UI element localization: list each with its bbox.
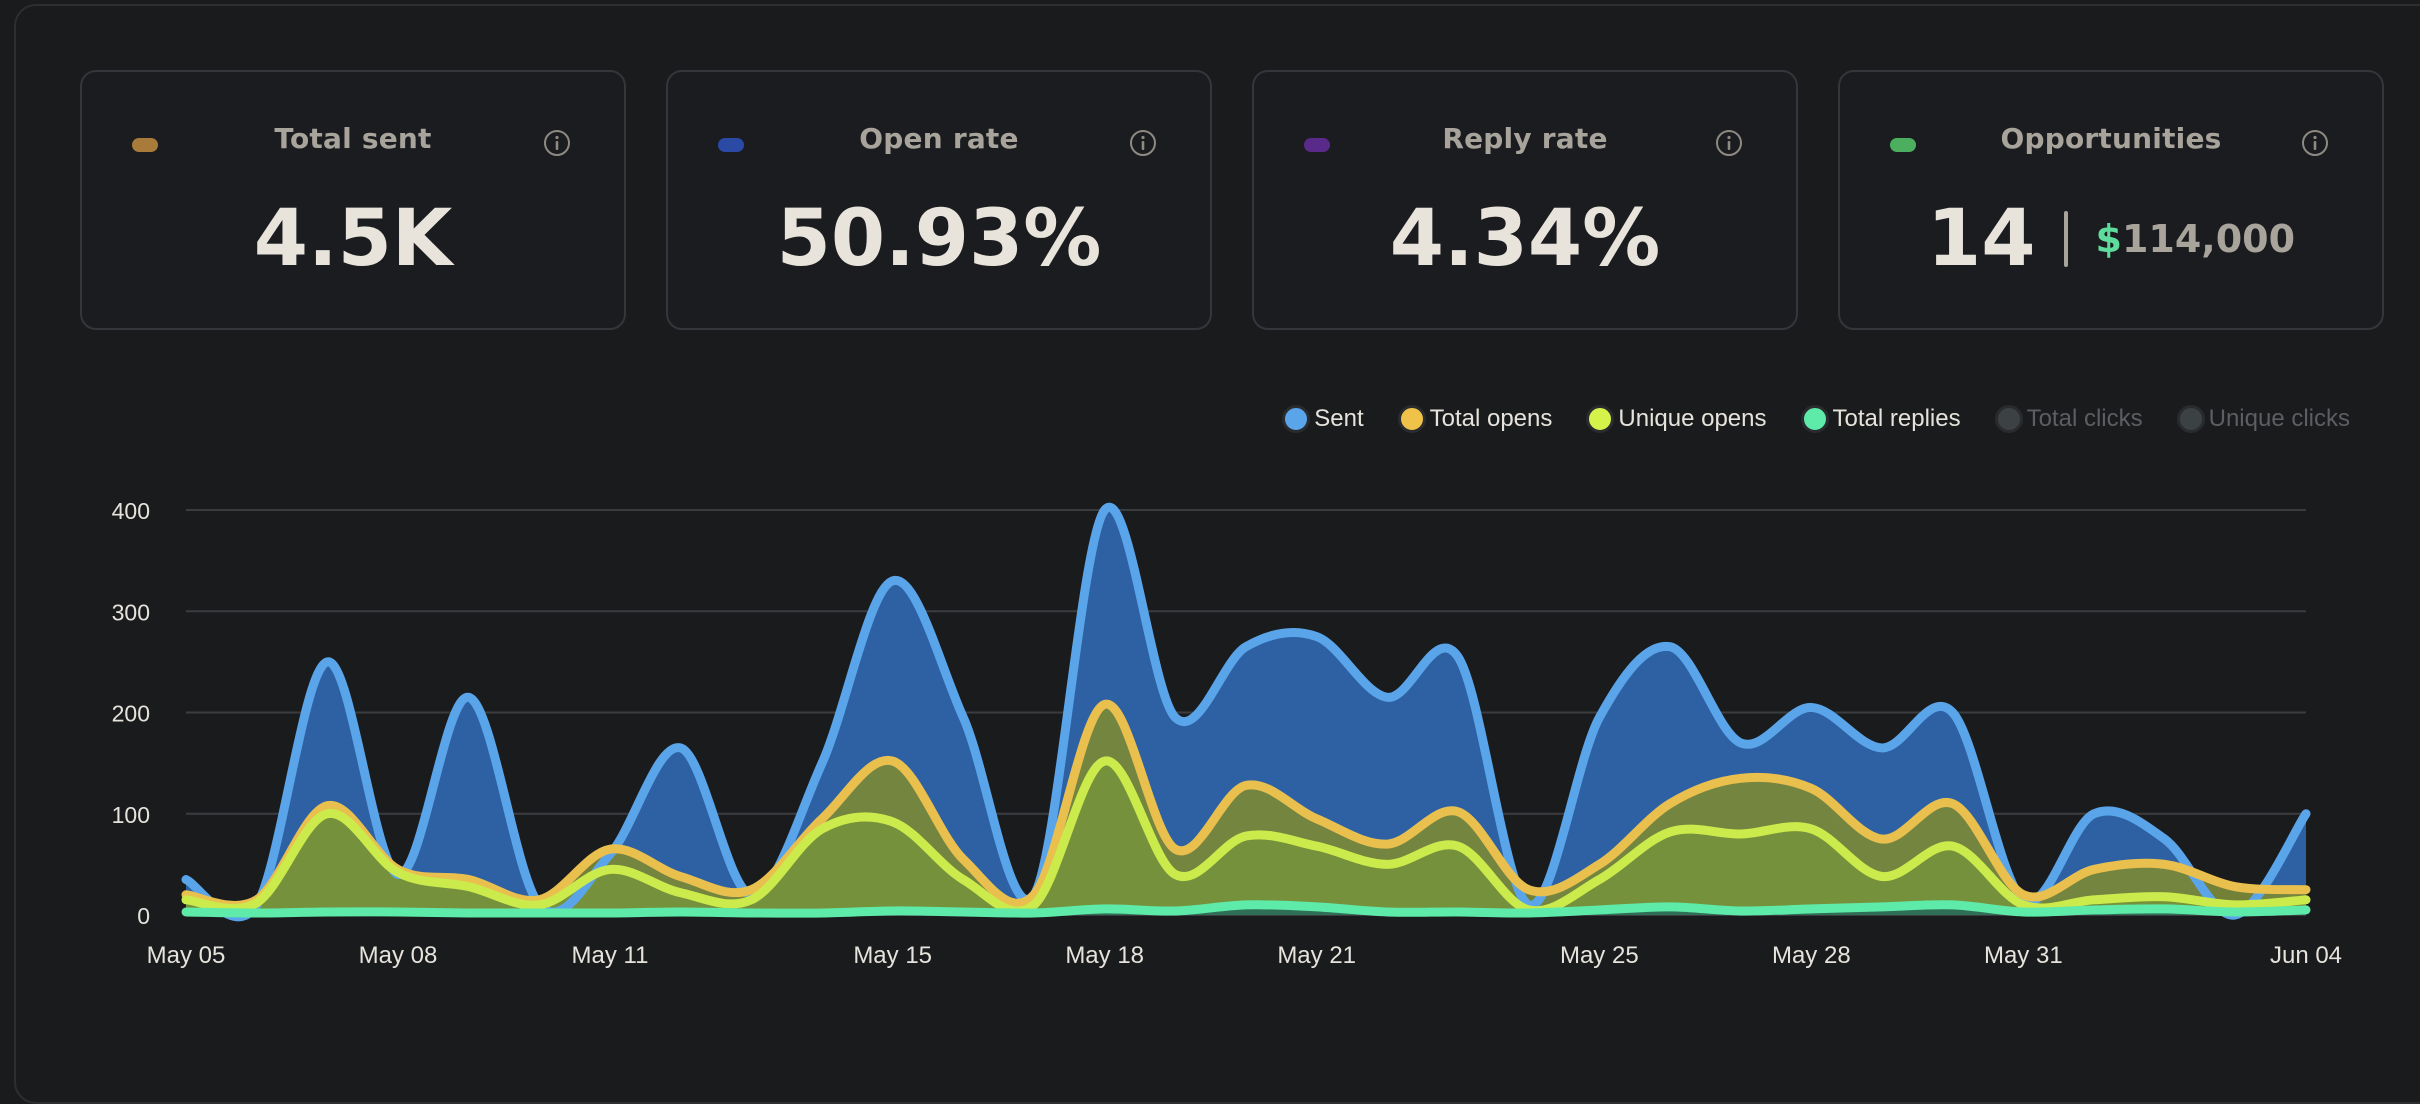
open-rate-color-dot — [718, 138, 744, 152]
info-icon[interactable] — [2300, 128, 2330, 158]
x-tick-label: May 05 — [147, 942, 226, 969]
value-divider — [2063, 211, 2068, 267]
series-line-unique-opens — [181, 756, 2311, 916]
legend-item-total-replies[interactable]: Total replies — [1800, 405, 1961, 433]
legend-label: Sent — [1314, 405, 1364, 432]
legend-item-unique-clicks[interactable]: Unique clicks — [2176, 405, 2350, 433]
opportunities-count: 14 — [1926, 194, 2036, 284]
currency-symbol: $ — [2095, 217, 2122, 261]
legend-item-sent[interactable]: Sent — [1282, 405, 1364, 433]
legend-label: Total opens — [1429, 405, 1553, 432]
y-tick-label: 0 — [137, 903, 150, 929]
legend-swatch — [1586, 405, 1615, 433]
opportunities-title: Opportunities — [2000, 122, 2222, 155]
legend-label: Total clicks — [2026, 405, 2143, 432]
info-icon[interactable] — [542, 128, 572, 158]
reply-rate-title: Reply rate — [1442, 122, 1608, 155]
x-tick-label: May 15 — [853, 942, 932, 969]
info-icon[interactable] — [1128, 128, 1158, 158]
reply-rate-value: 4.34% — [1389, 194, 1661, 284]
opportunities-amount: $114,000 — [2096, 217, 2296, 261]
x-tick-label: May 11 — [572, 942, 649, 969]
y-tick-label: 400 — [112, 498, 150, 524]
total-sent-title: Total sent — [274, 122, 432, 155]
y-tick-label: 200 — [112, 701, 150, 727]
info-icon[interactable] — [1714, 128, 1744, 158]
legend-swatch — [2176, 405, 2205, 433]
stat-card-total-sent: Total sent 4.5K — [80, 70, 626, 330]
x-tick-label: May 21 — [1277, 942, 1356, 969]
legend-item-total-opens[interactable]: Total opens — [1397, 405, 1553, 433]
legend-label: Total replies — [1832, 405, 1961, 432]
opportunities-color-dot — [1890, 138, 1916, 152]
reply-rate-color-dot — [1304, 138, 1330, 152]
legend-label: Unique clicks — [2208, 405, 2350, 432]
stat-card-open-rate: Open rate 50.93% — [666, 70, 1212, 330]
area-chart: 0 100 200 300 400 May 05 May 08 May 11 May 15 May… — [112, 498, 2342, 969]
x-tick-label: May 28 — [1772, 942, 1851, 969]
chart-legend: Sent Total opens Unique opens Total repl… — [1248, 405, 2350, 433]
legend-swatch — [1994, 405, 2023, 433]
legend-swatch — [1397, 405, 1426, 433]
stat-card-reply-rate: Reply rate 4.34% — [1252, 70, 1798, 330]
series-line-total-replies — [181, 900, 2311, 918]
stat-card-opportunities: Opportunities 14 $114,000 — [1838, 70, 2384, 330]
x-tick-label: Jun 04 — [2270, 942, 2342, 969]
opportunities-value-row: 14 $114,000 — [1840, 200, 2382, 278]
series-line-sent — [181, 502, 2311, 922]
legend-label: Unique opens — [1618, 405, 1767, 432]
x-tick-label: May 31 — [1984, 942, 2063, 969]
amount-value: 114,000 — [2121, 217, 2296, 261]
legend-item-unique-opens[interactable]: Unique opens — [1586, 405, 1767, 433]
x-tick-label: May 18 — [1065, 942, 1144, 969]
x-tick-label: May 25 — [1560, 942, 1639, 969]
total-sent-color-dot — [132, 138, 158, 152]
open-rate-title: Open rate — [859, 122, 1019, 155]
y-tick-label: 300 — [112, 599, 150, 625]
legend-swatch — [1800, 405, 1829, 433]
x-tick-label: May 08 — [359, 942, 438, 969]
legend-swatch — [1282, 405, 1311, 433]
y-tick-label: 100 — [112, 802, 150, 828]
series-line-total-opens — [181, 699, 2311, 910]
legend-item-total-clicks[interactable]: Total clicks — [1994, 405, 2143, 433]
open-rate-value: 50.93% — [776, 194, 1102, 284]
total-sent-value: 4.5K — [253, 194, 453, 284]
